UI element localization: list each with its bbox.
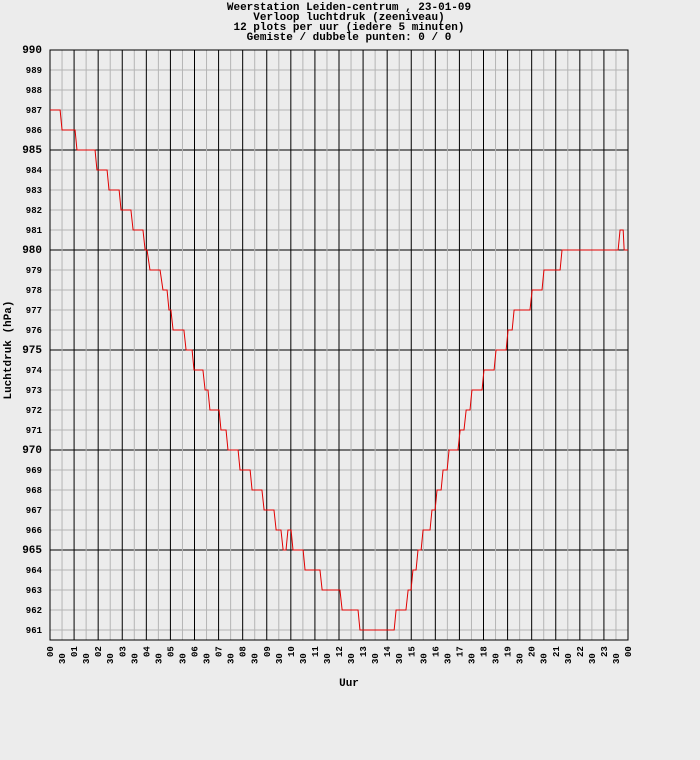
x-tick-label: 30 [106, 653, 116, 664]
x-tick-label: 18 [480, 646, 490, 657]
chart-subtitle: 12 plots per uur (iedere 5 minuten) [233, 22, 464, 34]
pressure-line [50, 109, 628, 631]
y-tick-label: 977 [26, 306, 42, 316]
y-tick-label: 971 [26, 426, 43, 436]
x-tick-label: 19 [504, 646, 514, 657]
y-tick-label: 961 [26, 626, 43, 636]
y-tick-label: 976 [26, 326, 42, 336]
chart-subtitle: Verloop luchtdruk (zeeniveau) [253, 12, 444, 24]
y-axis-label: Luchtdruk (hPa) [3, 300, 15, 399]
x-tick-label: 30 [516, 653, 526, 664]
x-tick-label: 21 [552, 646, 562, 657]
x-tick-label: 06 [191, 646, 201, 657]
x-tick-label: 30 [588, 653, 598, 664]
x-axis-label: Uur [339, 678, 359, 690]
x-tick-label: 17 [455, 646, 465, 657]
x-tick-label: 14 [383, 646, 393, 657]
y-tick-label: 990 [22, 45, 42, 57]
x-tick-label: 22 [576, 646, 586, 657]
x-tick-label: 30 [299, 653, 309, 664]
x-tick-label: 30 [251, 653, 261, 664]
x-tick-label: 30 [58, 653, 68, 664]
x-tick-label: 08 [239, 646, 249, 657]
x-tick-label: 30 [275, 653, 285, 664]
x-tick-label: 30 [371, 653, 381, 664]
x-tick-label: 09 [263, 646, 273, 657]
y-tick-label: 988 [26, 86, 42, 96]
chart-title: Weerstation Leiden-centrum , 23-01-09 [227, 2, 471, 14]
x-tick-label: 30 [203, 653, 213, 664]
y-tick-label: 969 [26, 466, 42, 476]
x-tick-label: 00 [624, 646, 634, 657]
y-tick-label: 987 [26, 106, 42, 116]
x-tick-label: 30 [323, 653, 333, 664]
y-tick-label: 975 [22, 345, 42, 357]
x-tick-label: 30 [227, 653, 237, 664]
y-tick-label: 980 [22, 245, 42, 257]
y-tick-label: 989 [26, 66, 42, 76]
x-tick-label: 30 [467, 653, 477, 664]
y-tick-label: 970 [22, 445, 42, 457]
y-tick-label: 966 [26, 526, 42, 536]
y-tick-label: 979 [26, 266, 42, 276]
y-tick-label: 967 [26, 506, 42, 516]
y-tick-label: 964 [26, 566, 43, 576]
x-tick-label: 30 [540, 653, 550, 664]
y-tick-label: 973 [26, 386, 42, 396]
x-tick-label: 20 [528, 646, 538, 657]
x-tick-label: 02 [94, 646, 104, 657]
y-tick-label: 982 [26, 206, 42, 216]
x-tick-label: 30 [395, 653, 405, 664]
y-tick-label: 985 [22, 145, 42, 157]
y-tick-label: 962 [26, 606, 42, 616]
x-tick-label: 30 [178, 653, 188, 664]
x-tick-label: 01 [70, 646, 80, 657]
y-tick-label: 965 [22, 545, 42, 557]
x-tick-label: 15 [407, 646, 417, 657]
x-tick-label: 30 [492, 653, 502, 664]
y-tick-label: 963 [26, 586, 42, 596]
x-tick-label: 03 [118, 646, 128, 657]
y-tick-label: 972 [26, 406, 42, 416]
plot-border [49, 49, 629, 641]
y-tick-label: 981 [26, 226, 43, 236]
x-tick-label: 12 [335, 646, 345, 657]
x-tick-label: 30 [612, 653, 622, 664]
x-tick-label: 30 [443, 653, 453, 664]
x-tick-label: 10 [287, 646, 297, 657]
x-tick-label: 30 [82, 653, 92, 664]
x-tick-label: 04 [142, 646, 152, 657]
x-tick-label: 30 [347, 653, 357, 664]
x-tick-label: 07 [215, 646, 225, 657]
y-tick-label: 968 [26, 486, 42, 496]
x-tick-label: 30 [130, 653, 140, 664]
y-tick-label: 986 [26, 126, 42, 136]
chart-subtitle: Gemiste / dubbele punten: 0 / 0 [247, 32, 452, 44]
x-tick-label: 30 [419, 653, 429, 664]
y-tick-label: 974 [26, 366, 43, 376]
x-tick-label: 11 [311, 646, 321, 657]
x-tick-label: 23 [600, 646, 610, 657]
x-tick-label: 00 [46, 646, 56, 657]
x-tick-label: 16 [431, 646, 441, 657]
x-tick-label: 13 [359, 646, 369, 657]
y-tick-label: 984 [26, 166, 43, 176]
y-tick-label: 978 [26, 286, 42, 296]
x-tick-label: 05 [166, 646, 176, 657]
x-tick-label: 30 [564, 653, 574, 664]
x-tick-label: 30 [154, 653, 164, 664]
y-tick-label: 983 [26, 186, 42, 196]
